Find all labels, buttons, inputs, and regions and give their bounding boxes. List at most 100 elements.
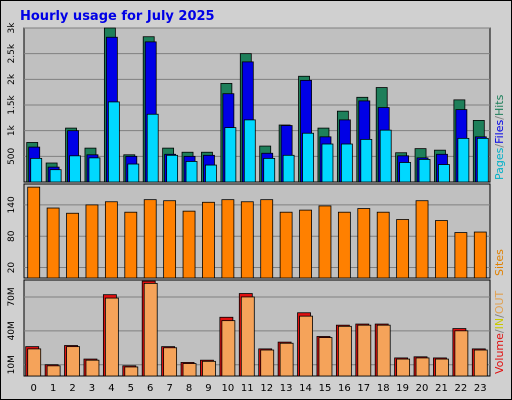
sites-bar (473, 231, 487, 279)
pages-bar (379, 129, 392, 183)
legend-pages-files-hits-part: Files (493, 119, 506, 143)
sites-bar (396, 219, 410, 279)
sites-bar (85, 204, 99, 279)
legend-pages-files-hits: Pages/Files/Hits (493, 94, 506, 180)
volume-out-bar (182, 363, 197, 377)
bottom-panel-ytick-label: 10M (7, 355, 17, 374)
volume-out-bar (473, 349, 488, 377)
sites-bar (337, 211, 351, 279)
top-panel-ytick-label: 2k (7, 73, 17, 85)
volume-out-bar (240, 296, 255, 377)
sites-bar (124, 211, 138, 279)
x-axis-hour-label: 23 (474, 383, 487, 394)
sites-bar (104, 201, 118, 279)
bottom-panel-ytick-label: 40M (7, 321, 17, 340)
sites-bar (27, 186, 41, 279)
volume-out-bar (46, 365, 61, 377)
pages-bar (49, 169, 62, 183)
pages-bar (302, 132, 314, 183)
x-axis-hour-label: 22 (455, 383, 468, 394)
pages-bar (243, 119, 256, 183)
x-axis-hour-label: 19 (396, 383, 409, 394)
x-axis-hour-label: 15 (319, 383, 332, 394)
sites-bar (415, 200, 429, 279)
middle-panel-ytick-label: 20 (7, 262, 17, 274)
sites-bar (376, 211, 390, 279)
volume-out-bar (318, 337, 333, 377)
pages-bar (146, 113, 159, 183)
sites-bar (66, 212, 79, 279)
volume-out-bar (221, 320, 236, 377)
volume-out-bar (435, 358, 449, 377)
x-axis-hour-label: 5 (128, 383, 134, 394)
legend-volume-in-out-part: / (493, 314, 506, 318)
sites-bar (454, 232, 468, 279)
legend-sites-part: Sites (493, 249, 506, 276)
x-axis-hour-label: 0 (31, 383, 37, 394)
sites-bar (279, 211, 293, 279)
middle-panel (23, 183, 491, 279)
volume-out-bar (124, 366, 139, 377)
legend-volume-in-out-part: / (493, 329, 506, 333)
pages-bar (107, 101, 120, 183)
x-axis-hour-label: 12 (260, 383, 273, 394)
pages-bar (399, 162, 412, 183)
x-axis-hour-label: 14 (299, 383, 312, 394)
pages-bar (263, 157, 276, 183)
volume-out-bar (376, 324, 391, 377)
sites-bar (435, 220, 448, 279)
volume-out-bar (279, 342, 294, 377)
pages-bar (185, 161, 198, 183)
sites-bar (299, 209, 312, 279)
x-axis-hour-label: 9 (205, 383, 211, 394)
sites-bar (163, 200, 177, 279)
sites-bar (221, 199, 235, 279)
pages-bar (340, 143, 353, 183)
volume-out-bar (337, 325, 352, 377)
pages-bar (166, 154, 179, 183)
x-axis-hour-label: 6 (147, 383, 153, 394)
volume-out-bar (143, 282, 158, 377)
x-axis-hour-label: 10 (222, 383, 235, 394)
pages-bar (127, 163, 140, 183)
volume-out-bar (415, 357, 430, 377)
pages-bar (321, 143, 334, 183)
bottom-panel (23, 279, 491, 377)
legend-volume-in-out-part: Volume (493, 333, 506, 374)
x-axis-hour-label: 1 (50, 383, 56, 394)
volume-out-bar (357, 324, 372, 377)
x-axis-hour-label: 2 (69, 383, 75, 394)
chart-title: Hourly usage for July 2025 (20, 9, 215, 24)
bottom-panel-ytick-label: 70M (7, 287, 17, 306)
x-axis-hour-label: 4 (108, 383, 114, 394)
sites-bar (143, 199, 157, 279)
legend-pages-files-hits-part: / (493, 116, 506, 120)
pages-bar (438, 164, 450, 183)
sites-bar (260, 199, 274, 279)
top-panel-ytick-label: 2.5k (7, 43, 17, 63)
legend-pages-files-hits-part: Pages (493, 147, 506, 180)
sites-bar (202, 201, 215, 279)
volume-out-bar (299, 315, 313, 377)
x-axis-hour-label: 18 (377, 383, 390, 394)
legend-pages-files-hits-part: Hits (493, 94, 506, 116)
volume-out-bar (104, 297, 119, 377)
x-axis-hour-label: 20 (416, 383, 429, 394)
x-axis-hour-label: 3 (89, 383, 95, 394)
volume-out-bar (163, 347, 178, 377)
legend-volume-in-out-part: IN (493, 318, 506, 329)
pages-bar (418, 159, 431, 183)
legend-volume-in-out-part: OUT (493, 290, 506, 314)
volume-out-bar (27, 348, 42, 377)
pages-bar (282, 154, 295, 183)
volume-out-bar (396, 358, 411, 377)
x-axis-hour-label: 21 (435, 383, 448, 394)
pages-bar (476, 137, 489, 183)
x-axis-hour-label: 13 (280, 383, 293, 394)
volume-out-bar (66, 346, 80, 377)
top-panel-ytick-label: 3k (7, 22, 17, 34)
sites-bar (357, 208, 371, 279)
pages-bar (69, 155, 81, 183)
sites-bar (318, 205, 332, 279)
